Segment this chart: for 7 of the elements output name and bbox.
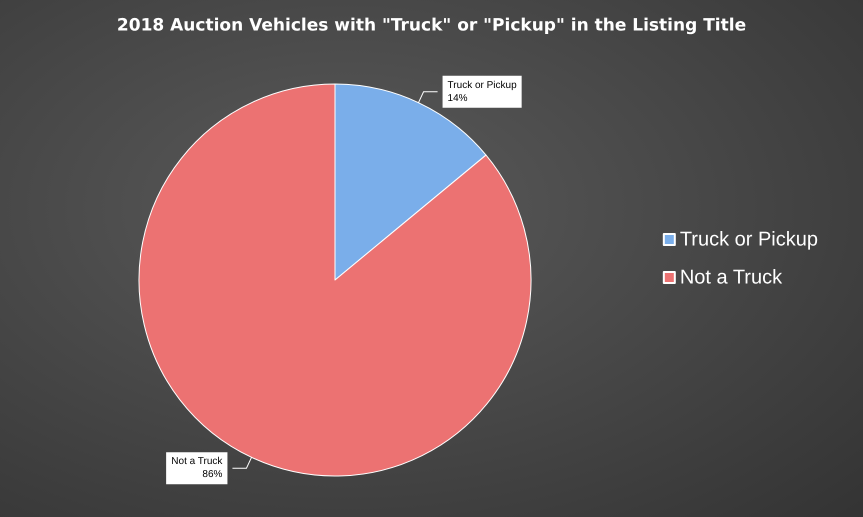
slice-label: Not a Truck: [171, 456, 224, 468]
data-label: 14%: [448, 92, 468, 104]
slice-label: Truck or Pickup: [448, 80, 518, 91]
legend-label: Not a Truck: [680, 266, 784, 288]
data-label: 86%: [202, 469, 223, 480]
chart-title: 2018 Auction Vehicles with "Truck" or "Pickup" in the Listing Title: [116, 16, 746, 36]
legend-label: Truck or Pickup: [680, 228, 818, 250]
